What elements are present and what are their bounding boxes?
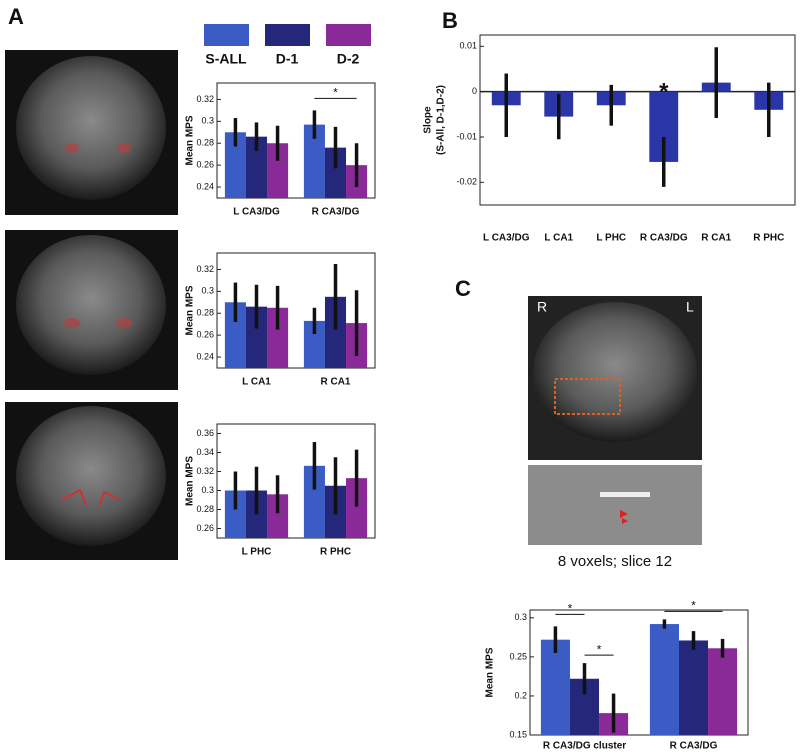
legend-swatch [204, 24, 249, 46]
bar [324, 147, 347, 198]
x-tick-label: R CA1 [701, 233, 731, 244]
y-tick-label: 0.36 [196, 428, 214, 438]
y-tick-label: 0.32 [196, 94, 214, 104]
y-tick-label: 0.26 [196, 330, 214, 340]
legend-label: D-2 [337, 51, 360, 67]
y-tick-label: 0.28 [196, 138, 214, 148]
y-tick-label: 0.32 [196, 466, 214, 476]
bar [540, 639, 570, 735]
x-tick-label: L CA3/DG [483, 233, 530, 244]
legend-swatch [265, 24, 310, 46]
y-tick-label: 0.2 [514, 690, 527, 700]
x-tick-label: L PHC [596, 233, 626, 244]
bar [245, 306, 268, 368]
y-tick-label: 0.26 [196, 523, 214, 533]
significance-star: * [659, 79, 669, 106]
bar [224, 302, 246, 368]
y-tick-label: 0.01 [459, 41, 477, 51]
x-tick-label: R PHC [753, 233, 784, 244]
y-tick-label: 0.26 [196, 160, 214, 170]
bar [224, 490, 246, 538]
bar [324, 296, 347, 368]
y-tick-label: 0.3 [201, 286, 214, 296]
y-axis-label: Mean MPS [485, 647, 496, 697]
plot-frame [216, 82, 376, 199]
y-tick-label: 0.3 [201, 485, 214, 495]
y-tick-label: 0.28 [196, 308, 214, 318]
y-tick-label: 0.32 [196, 264, 214, 274]
y-axis-label: Mean MPS [185, 115, 196, 165]
y-axis-label: Slope [423, 106, 434, 134]
bar [224, 132, 246, 198]
x-tick-label: L CA1 [544, 233, 573, 244]
y-tick-label: 0 [472, 86, 477, 96]
y-tick-label: 0.15 [509, 729, 527, 739]
x-tick-label: R CA3/DG [640, 233, 688, 244]
y-tick-label: 0.3 [514, 612, 527, 622]
panel-label: C [455, 276, 471, 301]
plot-frame [216, 252, 376, 369]
y-tick-label: 0.3 [201, 116, 214, 126]
significance-star: * [333, 86, 338, 100]
panel-label: A [8, 4, 24, 29]
plot-frame [479, 34, 796, 206]
legend-label: S-ALL [205, 51, 247, 67]
x-tick-label: R CA3/DG [670, 741, 718, 752]
y-tick-label: -0.02 [456, 177, 477, 187]
plot-frame [216, 423, 376, 539]
y-axis-label: Mean MPS [185, 456, 196, 506]
y-tick-label: 0.28 [196, 504, 214, 514]
x-tick-label: L CA1 [242, 377, 271, 388]
significance-star: * [568, 602, 573, 616]
bar [267, 307, 289, 368]
y-tick-label: 0.34 [196, 447, 214, 457]
x-tick-label: L PHC [242, 547, 272, 558]
x-tick-label: R CA3/DG cluster [543, 741, 626, 752]
bar [303, 320, 325, 368]
x-tick-label: R CA3/DG [312, 207, 360, 218]
y-tick-label: 0.24 [196, 181, 214, 191]
y-axis-label: Mean MPS [185, 285, 196, 335]
y-tick-label: -0.01 [456, 131, 477, 141]
bar [267, 494, 289, 538]
y-axis-label: (S-All, D-1,D-2) [436, 85, 447, 155]
significance-star: * [691, 599, 696, 613]
y-tick-label: 0.25 [509, 651, 527, 661]
image-caption: 8 voxels; slice 12 [558, 553, 672, 570]
bar [245, 136, 268, 198]
image-label: R [537, 299, 547, 315]
bar [708, 648, 738, 735]
plot-frame [529, 609, 749, 736]
bar [303, 465, 325, 538]
bar [649, 624, 679, 735]
panel-label: B [442, 8, 458, 33]
x-tick-label: R CA1 [320, 377, 350, 388]
legend-swatch [326, 24, 371, 46]
y-tick-label: 0.24 [196, 351, 214, 361]
mri-images [5, 50, 702, 560]
legend-label: D-1 [276, 51, 299, 67]
bar [267, 143, 289, 198]
bar [303, 124, 325, 198]
bar [678, 640, 709, 735]
bar [346, 478, 368, 538]
x-tick-label: R PHC [320, 547, 351, 558]
x-tick-label: L CA3/DG [233, 207, 280, 218]
image-label: L [686, 299, 694, 315]
significance-star: * [597, 642, 602, 656]
